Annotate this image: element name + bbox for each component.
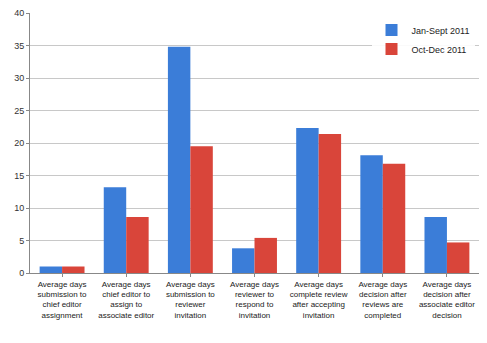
svg-text:Average daysdecision afterasso: Average daysdecision afterassociate edit…: [419, 280, 475, 320]
svg-text:30: 30: [14, 73, 24, 83]
svg-text:0: 0: [19, 268, 24, 278]
svg-text:35: 35: [14, 41, 24, 51]
svg-text:Jan-Sept 2011: Jan-Sept 2011: [412, 26, 470, 36]
svg-text:Average dayscomplete reviewaft: Average dayscomplete reviewafter accepti…: [290, 280, 348, 320]
svg-text:10: 10: [14, 203, 24, 213]
svg-text:20: 20: [14, 138, 24, 148]
svg-text:Average dayssubmission tochief: Average dayssubmission tochief editorass…: [38, 280, 87, 320]
svg-text:40: 40: [14, 8, 24, 18]
svg-text:Average dayssubmission torevie: Average dayssubmission toreviewerinvitat…: [166, 280, 215, 320]
svg-text:25: 25: [14, 106, 24, 116]
svg-text:Average dayschief editor toass: Average dayschief editor toassign toasso…: [98, 280, 154, 320]
svg-text:5: 5: [19, 236, 24, 246]
svg-text:15: 15: [14, 171, 24, 181]
svg-text:Oct-Dec 2011: Oct-Dec 2011: [412, 45, 467, 55]
svg-text:Average daysreviewer torespond: Average daysreviewer torespond toinvitat…: [230, 280, 279, 320]
svg-text:Average daysdecision afterrevi: Average daysdecision afterreviews arecom…: [358, 280, 407, 320]
